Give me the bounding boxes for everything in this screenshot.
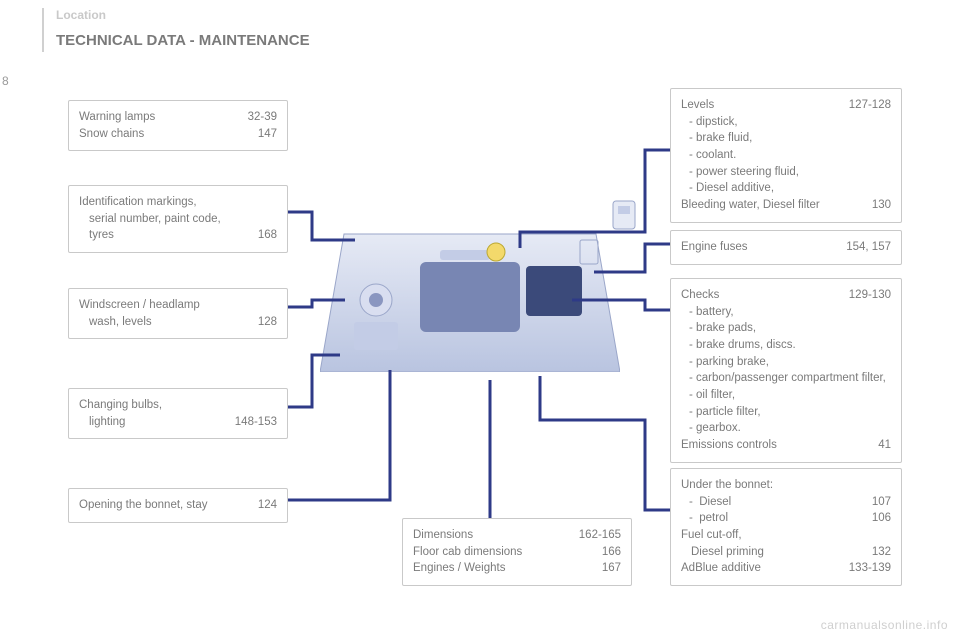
watermark: carmanualsonline.info [821,618,948,632]
connector [0,0,960,640]
